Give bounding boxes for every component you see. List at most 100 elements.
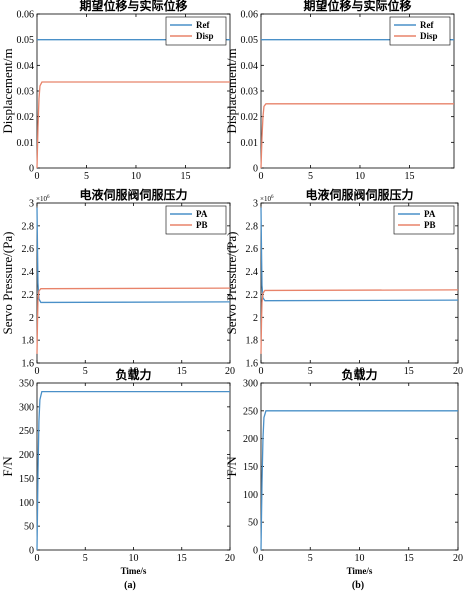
y-tick-label: 3 [29,199,34,210]
y-tick-label: 2.8 [246,221,259,232]
chart-title: 期望位移与实际位移 [303,0,411,13]
chart-5: 0 5 10 15 20050100150200250300350负载力F/NTime/… [0,367,235,576]
legend-box [393,205,455,235]
series-line-pa [36,207,231,304]
x-tick-label: 20 [453,366,463,377]
chart-2: 0 5 10 15 0 0.01 0.02 0.03 0.04 0.05 0.06 期望位移与实际位移… [224,0,455,182]
x-tick-label: 10 [129,553,139,564]
chart-title: 期望位移与实际位移 [79,0,187,13]
y-axis-label: Displacement/m [224,48,239,133]
y-tick-label: 2.6 [22,244,35,255]
x-tick-label: 5 [308,553,313,564]
y-tick-label: 0.06 [17,10,35,21]
y-tick-label: 250 [243,406,258,417]
legend-entry: Disp [420,31,438,41]
axis-exponent-power: 6 [47,195,50,200]
x-tick-label: 5 [83,366,88,377]
x-tick-label: 5 [83,553,88,564]
y-tick-label: 0 [29,546,34,557]
legend-entry: PB [424,220,436,230]
series-line-pb [260,289,459,354]
y-tick-label: 2.4 [22,267,35,278]
y-tick-label: 1.6 [246,359,259,370]
x-tick-label: 15 [404,171,414,182]
plot-area [36,382,231,551]
axis-exponent-base: ×10 [36,195,47,203]
x-tick-label: 5 [308,171,313,182]
y-tick-label: 50 [248,518,258,529]
x-tick-label: 0 [259,553,264,564]
series-line-force [260,410,458,551]
y-tick-label: 0.06 [241,10,259,21]
x-tick-label: 10 [131,171,141,182]
chart-title: 负载力 [341,367,377,382]
chart-title: 电液伺服阀伺服压力 [305,187,413,202]
x-tick-label: 15 [177,553,187,564]
series-line-pb [36,287,231,354]
chart-title: 电液伺服阀伺服压力 [79,187,187,202]
series-line-force [36,390,230,551]
y-tick-label: 250 [19,426,34,437]
y-tick-label: 50 [24,522,34,533]
y-tick-label: 0.02 [241,112,259,123]
x-tick-label: 0 [259,171,264,182]
x-tick-label: 0 [35,553,40,564]
subfigure-label-a: (a) [124,580,136,591]
x-tick-label: 0 [35,366,40,377]
x-tick-label: 10 [355,366,365,377]
y-tick-label: 0.04 [241,61,259,72]
y-tick-label: 0.04 [17,61,35,72]
y-tick-label: 2 [29,313,34,324]
legend-box [389,16,451,46]
axis-exponent: ×106 [36,195,50,203]
y-tick-label: 1.8 [246,336,259,347]
y-tick-label: 2.2 [22,290,35,301]
legend-entry: PA [196,209,208,219]
plot-area [260,382,459,551]
chart-3: 0 5 10 15 20 1.6 1.8 2 2.2 2.4 2.6 2.8 3 电液伺服阀伺服压力 Ser… [0,187,235,377]
y-tick-label: 150 [243,462,258,473]
legend-entry: PB [196,220,208,230]
y-axis-label: Displacement/m [0,48,15,133]
x-tick-label: 15 [404,366,414,377]
y-tick-label: 100 [19,498,34,509]
y-tick-label: 0.03 [17,87,35,98]
x-tick-label: 20 [453,553,463,564]
y-tick-label: 300 [19,402,34,413]
x-tick-label: 5 [308,366,313,377]
x-tick-label: 0 [35,171,40,182]
y-tick-label: 200 [19,450,34,461]
x-tick-label: 20 [225,366,235,377]
axis-exponent-power: 6 [271,195,274,200]
x-tick-label: 15 [177,366,187,377]
legend-entry: Ref [420,20,434,30]
y-tick-label: 0.02 [17,112,35,123]
y-tick-label: 0 [253,164,258,175]
y-tick-label: 2.2 [246,290,259,301]
y-tick-label: 300 [243,379,258,390]
series-line-disp [260,103,454,169]
x-tick-label: 15 [180,171,190,182]
y-tick-label: 100 [243,490,258,501]
y-tick-label: 2.4 [246,267,259,278]
legend-entry: Ref [196,20,210,30]
y-tick-label: 2 [253,313,258,324]
legend-box [165,205,227,235]
subfigure-label-b: (b) [352,580,364,591]
chart-4: 0 5 10 15 20 1.6 1.8 2 2.2 2.4 2.6 2.8 3 电液伺服阀伺服压力 Ser… [224,187,463,377]
x-tick-label: 5 [84,171,89,182]
x-tick-label: 10 [129,366,139,377]
y-axis-label: F/N [0,456,15,477]
axis-exponent: ×106 [260,195,274,203]
legend-box [165,16,227,46]
y-axis-label: F/N [224,456,239,477]
chart-title: 负载力 [115,367,151,382]
y-tick-label: 0 [253,546,258,557]
y-tick-label: 3 [253,199,258,210]
y-tick-label: 0.05 [241,35,259,46]
y-axis-label: Servo Pressure/(Pa) [0,232,15,335]
